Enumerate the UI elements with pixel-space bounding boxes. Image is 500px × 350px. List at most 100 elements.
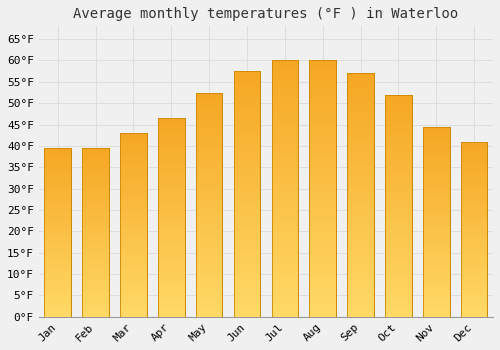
Bar [82,238,109,239]
Bar [461,264,487,266]
Bar [348,275,374,278]
Bar [348,239,374,241]
Bar [272,199,298,202]
Bar [348,73,374,317]
Bar [385,277,411,279]
Bar [158,303,184,305]
Bar [310,160,336,163]
Bar [44,288,71,290]
Bar [385,94,411,97]
Bar [385,188,411,190]
Bar [272,232,298,235]
Bar [196,303,222,306]
Bar [385,301,411,303]
Bar [310,240,336,243]
Bar [44,229,71,231]
Bar [310,94,336,96]
Bar [44,190,71,192]
Bar [120,300,146,302]
Bar [272,301,298,304]
Bar [310,61,336,63]
Bar [272,183,298,186]
Bar [120,247,146,249]
Bar [120,229,146,230]
Bar [196,146,222,149]
Bar [348,251,374,253]
Bar [196,196,222,198]
Bar [158,253,184,255]
Bar [423,243,450,245]
Bar [310,99,336,102]
Bar [158,233,184,235]
Bar [82,155,109,156]
Bar [310,243,336,245]
Bar [461,214,487,215]
Bar [272,127,298,130]
Bar [44,300,71,302]
Bar [44,256,71,258]
Bar [234,100,260,103]
Bar [196,99,222,102]
Bar [423,300,450,302]
Bar [158,251,184,253]
Bar [423,142,450,144]
Bar [461,276,487,278]
Bar [423,189,450,191]
Bar [196,292,222,294]
Bar [423,186,450,188]
Bar [234,123,260,125]
Bar [348,234,374,237]
Bar [272,260,298,263]
Bar [120,243,146,245]
Bar [272,230,298,232]
Bar [158,202,184,204]
Bar [423,191,450,193]
Bar [348,83,374,85]
Bar [44,205,71,207]
Bar [158,144,184,146]
Bar [196,250,222,252]
Bar [196,167,222,169]
Bar [310,140,336,142]
Bar [82,314,109,315]
Bar [158,120,184,122]
Bar [44,292,71,293]
Bar [234,275,260,278]
Bar [82,275,109,276]
Bar [348,132,374,134]
Bar [461,226,487,228]
Bar [82,273,109,275]
Bar [234,260,260,263]
Bar [310,109,336,112]
Bar [423,306,450,307]
Bar [423,152,450,153]
Bar [82,236,109,238]
Bar [272,240,298,243]
Bar [196,236,222,238]
Bar [385,221,411,224]
Bar [423,205,450,206]
Bar [272,102,298,104]
Bar [272,114,298,117]
Bar [120,177,146,179]
Bar [82,265,109,266]
Bar [423,210,450,212]
Bar [310,196,336,199]
Bar [423,313,450,315]
Bar [120,205,146,206]
Bar [423,134,450,136]
Bar [234,135,260,138]
Bar [272,296,298,299]
Bar [196,97,222,99]
Bar [44,163,71,165]
Bar [272,178,298,181]
Bar [196,294,222,296]
Bar [234,150,260,152]
Bar [272,132,298,135]
Bar [234,297,260,300]
Bar [310,125,336,127]
Bar [196,225,222,227]
Bar [120,293,146,295]
Bar [423,218,450,220]
Bar [234,128,260,130]
